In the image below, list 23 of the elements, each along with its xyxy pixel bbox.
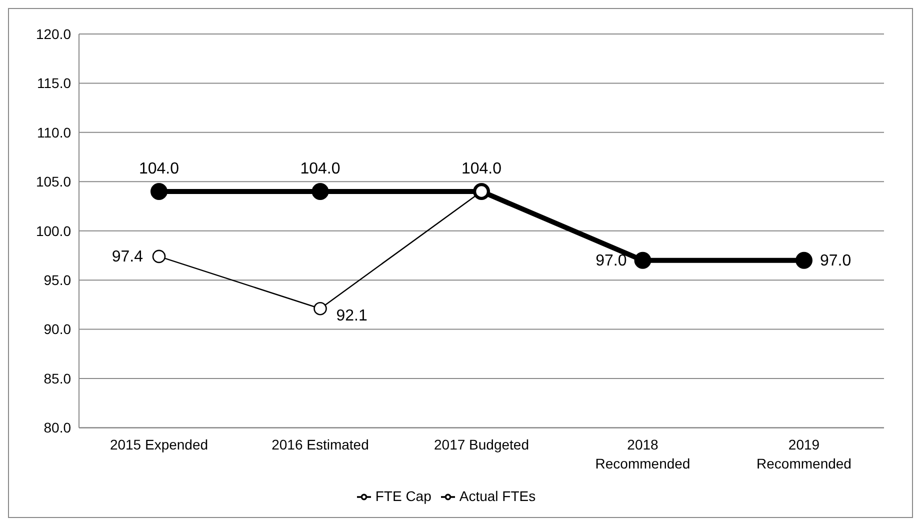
y-tick-label: 120.0 xyxy=(36,26,72,42)
data-label: 104.0 xyxy=(461,160,502,178)
data-label: 104.0 xyxy=(300,160,340,178)
legend-label: Actual FTEs xyxy=(459,488,536,504)
y-tick-label: 115.0 xyxy=(37,75,72,92)
data-label: 92.1 xyxy=(336,308,368,325)
data-label: 97.4 xyxy=(112,248,144,266)
data-label: 97.0 xyxy=(596,252,627,270)
data-label: 97.0 xyxy=(820,252,852,270)
y-tick-label: 85.0 xyxy=(44,370,72,386)
y-tick-label: 90.0 xyxy=(44,321,72,338)
x-tick-label: 2017 Budgeted xyxy=(434,436,529,453)
x-tick-label: 2019 Recommended xyxy=(756,436,852,472)
data-label: 104.0 xyxy=(138,160,180,178)
y-tick-label: 95.0 xyxy=(44,272,72,288)
y-tick-label: 100.0 xyxy=(36,222,72,239)
y-tick-label: 80.0 xyxy=(44,420,72,436)
x-tick-label: 2018 Recommended xyxy=(595,436,690,472)
y-tick-label: 105.0 xyxy=(36,174,72,190)
x-tick-label: 2016 Estimated xyxy=(272,436,369,453)
legend-label: FTE Cap xyxy=(375,488,432,504)
y-tick-label: 110.0 xyxy=(37,124,72,140)
x-tick-label: 2015 Expended xyxy=(110,436,208,453)
